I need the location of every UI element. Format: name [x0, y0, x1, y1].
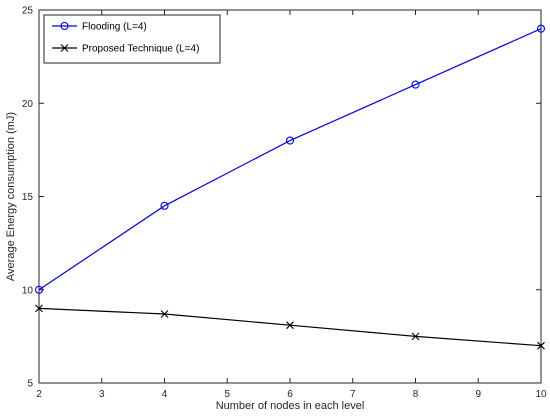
data-point-x [411, 332, 420, 341]
data-point-x [537, 341, 545, 350]
data-point-circle [536, 24, 546, 33]
x-tick-label: 9 [475, 389, 481, 400]
y-axis-label: Average Energy consumption (mJ) [5, 112, 17, 281]
legend: Flooding (L=4) Proposed Technique (L=4) [43, 14, 221, 64]
x-tick-label: 6 [287, 389, 293, 400]
legend-box [43, 14, 221, 64]
y-tick-label: 10 [22, 285, 34, 296]
x-axis: 2 3 4 5 6 7 8 9 10 [36, 10, 547, 400]
y-tick-label: 20 [22, 99, 34, 110]
y-axis: 5 10 15 20 25 [22, 6, 541, 390]
legend-item-proposed: Proposed Technique (L=4) [52, 44, 199, 55]
x-tick-label: 10 [535, 389, 547, 400]
plot-area: 2 3 4 5 6 7 8 9 10 5 10 15 20 25 [22, 6, 547, 401]
data-point-circle [34, 285, 44, 294]
y-tick-label: 25 [22, 6, 34, 17]
y-tick-label: 15 [22, 192, 34, 203]
series-line-1 [38, 307, 542, 347]
data-point-x [35, 304, 43, 313]
data-point-circle [411, 80, 420, 89]
legend-x-marker-icon [60, 44, 69, 52]
series-layer [34, 24, 546, 350]
data-point-x [286, 321, 294, 330]
data-point-circle [160, 201, 169, 210]
x-tick-label: 7 [350, 389, 356, 400]
legend-circle-marker-icon [60, 21, 69, 31]
series-line-0 [38, 28, 542, 291]
x-tick-label: 2 [36, 389, 42, 400]
data-point-circle [285, 136, 295, 145]
x-tick-label: 3 [99, 389, 105, 400]
plot-frame [38, 9, 542, 384]
legend-label-proposed: Proposed Technique (L=4) [82, 44, 199, 55]
legend-label-flooding: Flooding (L=4) [82, 22, 147, 33]
data-point-x [160, 310, 169, 318]
x-axis-label: Number of nodes in each level [216, 400, 365, 412]
x-tick-label: 8 [413, 389, 419, 400]
x-tick-label: 4 [162, 389, 168, 400]
x-tick-label: 5 [224, 389, 230, 400]
y-tick-label: 5 [27, 379, 33, 390]
legend-item-flooding: Flooding (L=4) [52, 22, 147, 33]
